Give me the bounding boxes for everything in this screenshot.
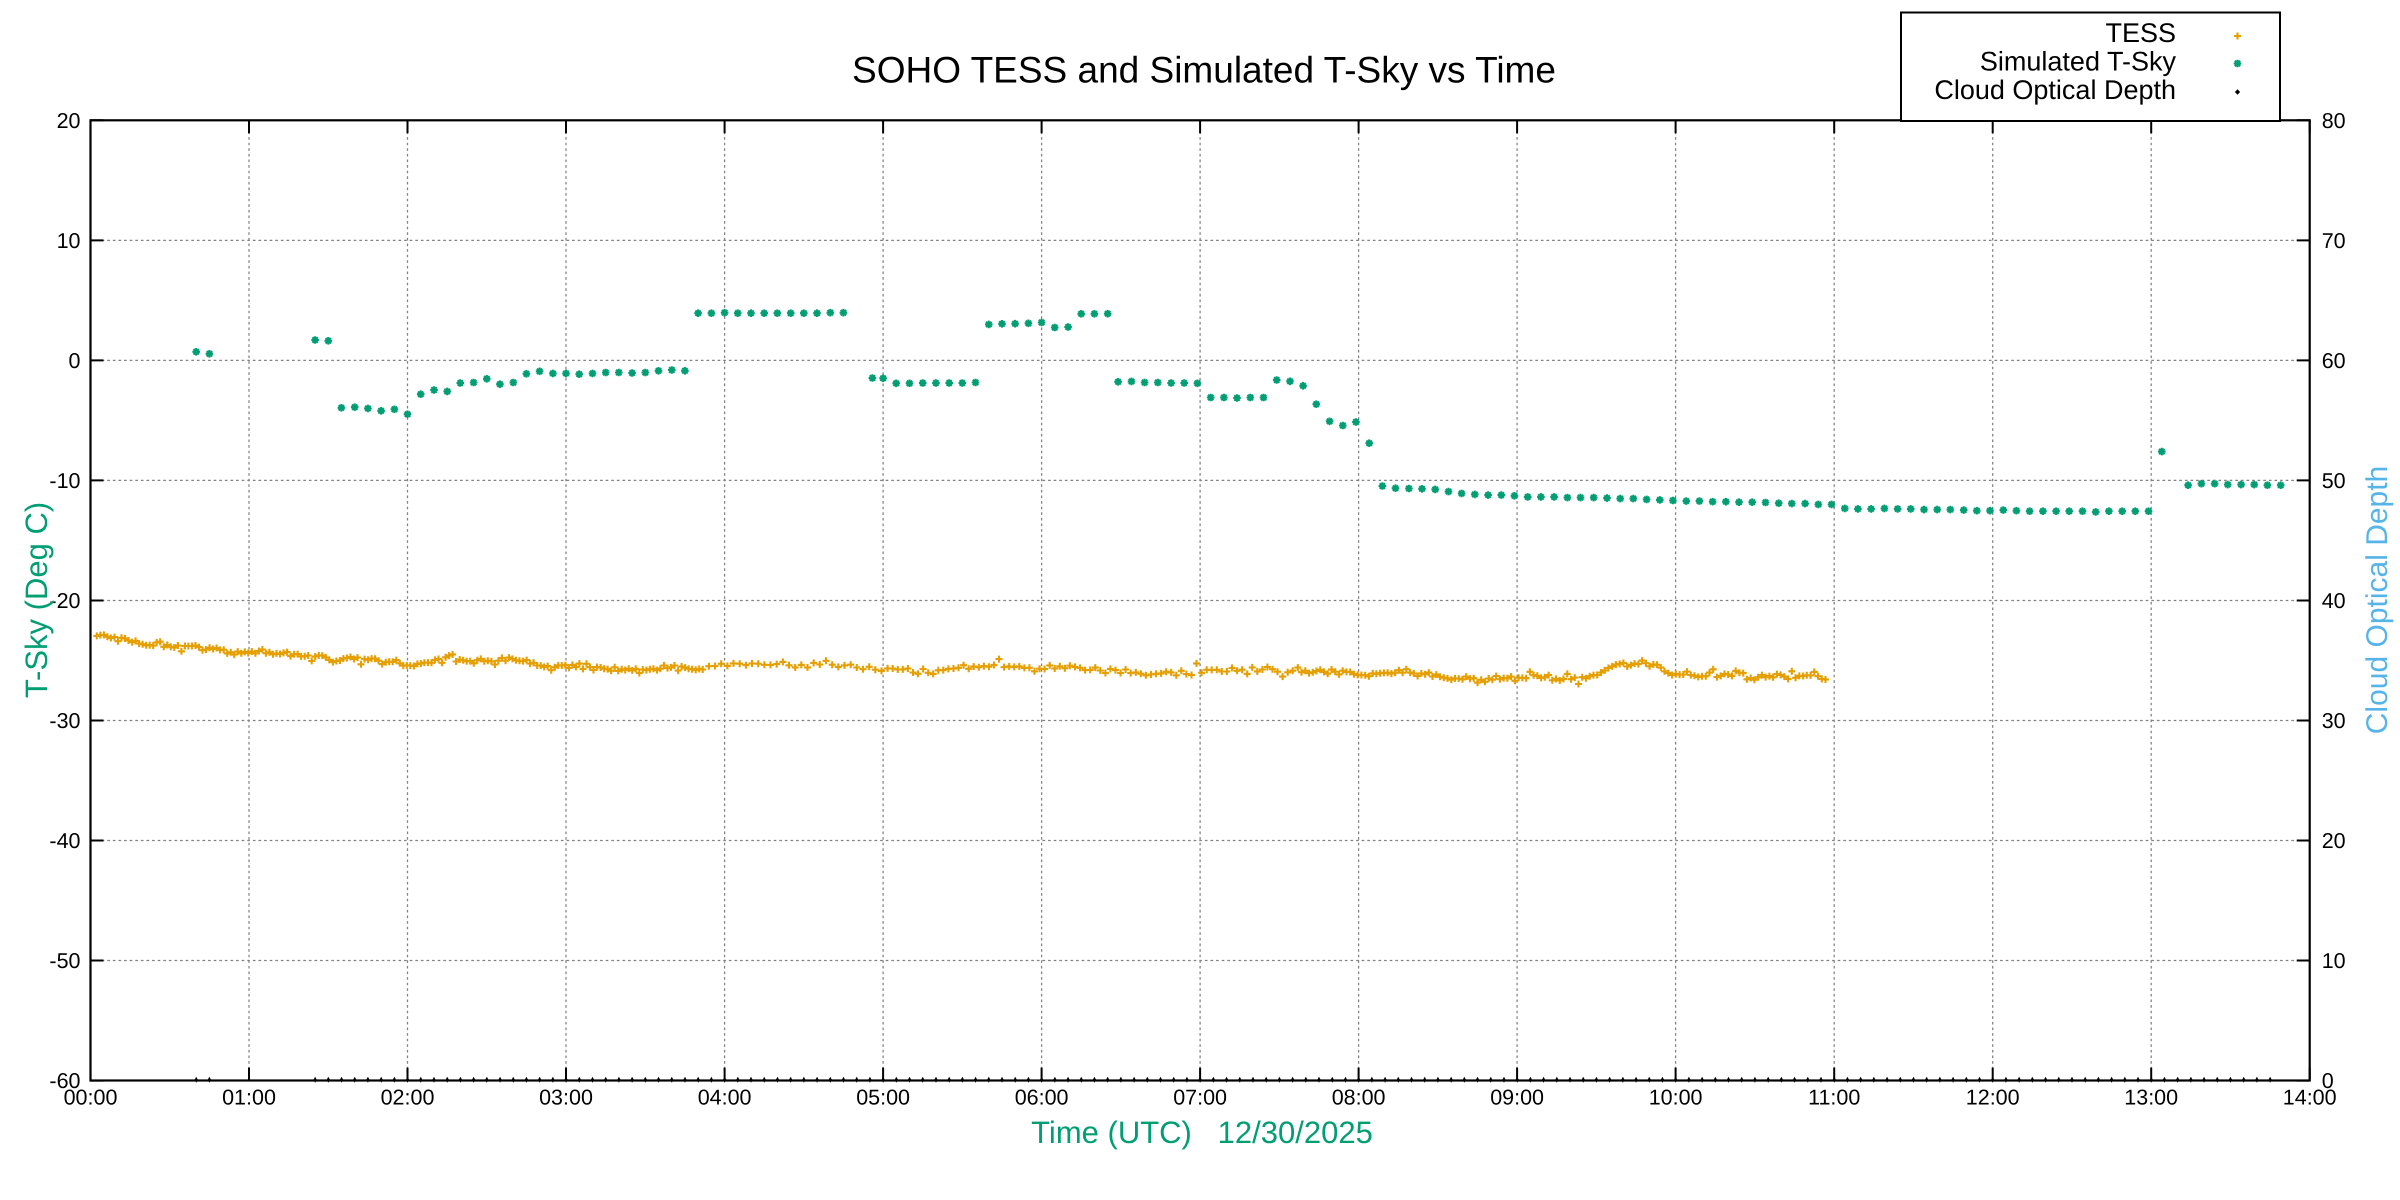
svg-text:70: 70 [2322, 229, 2346, 253]
svg-text:04:00: 04:00 [698, 1086, 752, 1110]
svg-text:10: 10 [57, 229, 81, 253]
svg-text:12:00: 12:00 [1966, 1086, 2020, 1110]
svg-text:11:00: 11:00 [1808, 1086, 1860, 1110]
svg-text:00:00: 00:00 [64, 1086, 118, 1110]
svg-text:10:00: 10:00 [1649, 1086, 1703, 1110]
svg-text:-60: -60 [49, 1069, 80, 1093]
svg-text:TESS: TESS [2105, 18, 2176, 48]
svg-text:20: 20 [57, 109, 81, 133]
svg-text:-40: -40 [49, 829, 80, 853]
svg-text:Cloud Optical Depth: Cloud Optical Depth [1934, 75, 2176, 105]
svg-text:05:00: 05:00 [856, 1086, 910, 1110]
svg-text:01:00: 01:00 [222, 1086, 276, 1110]
svg-text:03:00: 03:00 [539, 1086, 593, 1110]
svg-text:13:00: 13:00 [2124, 1086, 2178, 1110]
svg-text:14:00: 14:00 [2283, 1086, 2337, 1110]
svg-text:-20: -20 [49, 589, 80, 613]
svg-text:10: 10 [2322, 949, 2346, 973]
svg-text:20: 20 [2322, 829, 2346, 853]
svg-text:SOHO TESS and Simulated T-Sky: SOHO TESS and Simulated T-Sky vs Time [852, 50, 1556, 91]
svg-text:50: 50 [2322, 469, 2346, 493]
svg-text:-30: -30 [49, 709, 80, 733]
svg-text:T-Sky (Deg C): T-Sky (Deg C) [19, 502, 54, 698]
svg-text:80: 80 [2322, 109, 2346, 133]
svg-text:Simulated T-Sky: Simulated T-Sky [1980, 47, 2177, 77]
svg-text:-10: -10 [49, 469, 80, 493]
svg-text:Time (UTC) 12/30/2025: Time (UTC) 12/30/2025 [1031, 1115, 1373, 1150]
svg-text:0: 0 [69, 349, 81, 373]
svg-text:09:00: 09:00 [1490, 1086, 1544, 1110]
svg-text:60: 60 [2322, 349, 2346, 373]
svg-text:06:00: 06:00 [1015, 1086, 1069, 1110]
svg-text:Cloud Optical Depth: Cloud Optical Depth [2361, 466, 2394, 734]
svg-text:0: 0 [2322, 1069, 2334, 1093]
svg-text:30: 30 [2322, 709, 2346, 733]
svg-text:-50: -50 [49, 949, 80, 973]
svg-text:08:00: 08:00 [1332, 1086, 1386, 1110]
svg-text:40: 40 [2322, 589, 2346, 613]
svg-text:02:00: 02:00 [381, 1086, 435, 1110]
svg-text:07:00: 07:00 [1173, 1086, 1227, 1110]
